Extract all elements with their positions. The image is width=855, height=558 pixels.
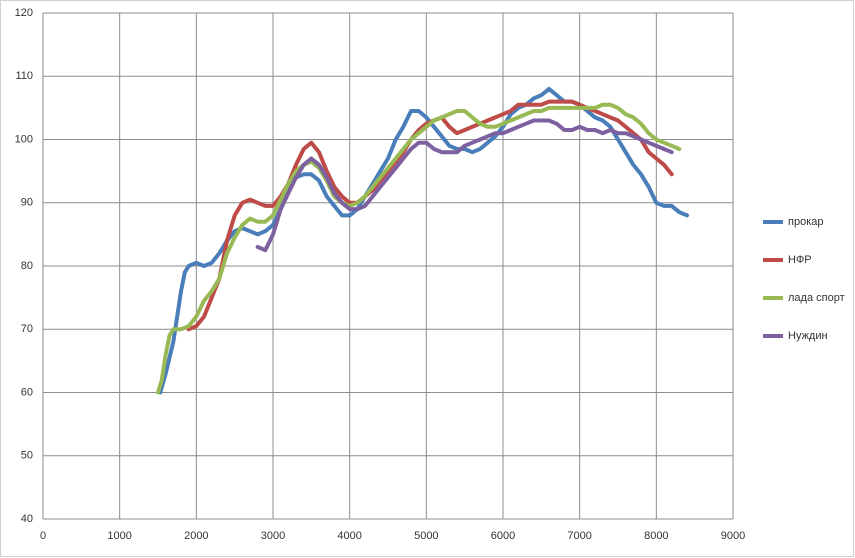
x-tick-label: 8000 xyxy=(644,530,668,542)
x-tick-label: 7000 xyxy=(567,530,591,542)
y-tick-label: 90 xyxy=(21,197,33,209)
legend-label: НФР xyxy=(788,254,812,266)
y-tick-label: 50 xyxy=(21,450,33,462)
y-tick-label: 100 xyxy=(15,133,33,145)
legend-label: прокар xyxy=(788,216,823,228)
x-tick-label: 5000 xyxy=(414,530,438,542)
x-tick-label: 6000 xyxy=(491,530,515,542)
y-tick-label: 120 xyxy=(15,7,33,19)
x-tick-label: 4000 xyxy=(337,530,361,542)
y-tick-label: 70 xyxy=(21,323,33,335)
y-tick-label: 40 xyxy=(21,513,33,525)
data-line xyxy=(255,118,674,253)
y-tick-label: 110 xyxy=(15,70,33,82)
y-tick-label: 80 xyxy=(21,260,33,272)
legend-label: Нуждин xyxy=(788,330,828,342)
x-tick-label: 2000 xyxy=(184,530,208,542)
x-tick-label: 3000 xyxy=(261,530,285,542)
legend-label: лада спорт xyxy=(788,292,845,304)
x-tick-label: 0 xyxy=(40,530,46,542)
y-tick-label: 60 xyxy=(21,386,33,398)
data-line xyxy=(156,102,682,395)
data-line xyxy=(158,86,689,395)
x-tick-label: 1000 xyxy=(107,530,131,542)
x-tick-label: 9000 xyxy=(721,530,745,542)
